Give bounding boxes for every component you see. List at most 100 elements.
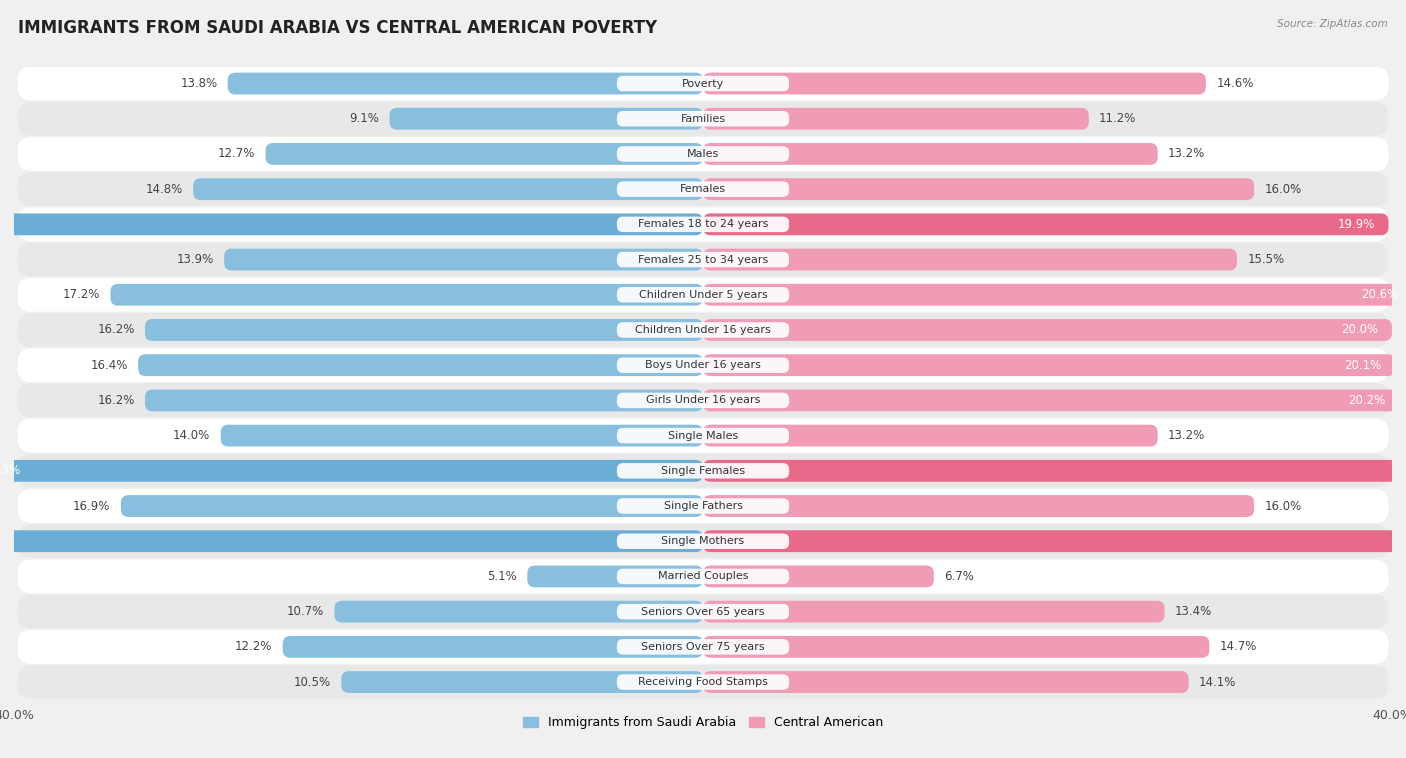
FancyBboxPatch shape (703, 390, 1399, 412)
FancyBboxPatch shape (0, 531, 703, 552)
Text: 20.2%: 20.2% (1348, 394, 1385, 407)
FancyBboxPatch shape (17, 489, 1389, 523)
Text: 11.2%: 11.2% (1099, 112, 1136, 125)
FancyBboxPatch shape (0, 214, 703, 235)
FancyBboxPatch shape (17, 418, 1389, 453)
Text: Families: Families (681, 114, 725, 124)
Text: 16.0%: 16.0% (1264, 183, 1302, 196)
FancyBboxPatch shape (703, 214, 1389, 235)
Text: Poverty: Poverty (682, 79, 724, 89)
FancyBboxPatch shape (617, 463, 789, 478)
Text: 14.1%: 14.1% (1199, 675, 1236, 688)
FancyBboxPatch shape (703, 249, 1237, 271)
FancyBboxPatch shape (17, 525, 1389, 558)
FancyBboxPatch shape (703, 565, 934, 587)
FancyBboxPatch shape (617, 568, 789, 584)
Text: 20.6%: 20.6% (1361, 288, 1399, 301)
Text: 13.2%: 13.2% (1168, 429, 1205, 442)
FancyBboxPatch shape (193, 178, 703, 200)
Text: 13.9%: 13.9% (177, 253, 214, 266)
Text: 13.2%: 13.2% (1168, 148, 1205, 161)
Text: Married Couples: Married Couples (658, 572, 748, 581)
Text: Girls Under 16 years: Girls Under 16 years (645, 396, 761, 406)
FancyBboxPatch shape (617, 76, 789, 91)
FancyBboxPatch shape (703, 601, 1164, 622)
FancyBboxPatch shape (703, 424, 1157, 446)
Text: 15.5%: 15.5% (1247, 253, 1285, 266)
Text: Females 25 to 34 years: Females 25 to 34 years (638, 255, 768, 265)
FancyBboxPatch shape (617, 252, 789, 268)
FancyBboxPatch shape (17, 384, 1389, 418)
Text: 14.0%: 14.0% (173, 429, 211, 442)
FancyBboxPatch shape (617, 146, 789, 161)
FancyBboxPatch shape (703, 531, 1406, 552)
Text: 12.7%: 12.7% (218, 148, 256, 161)
FancyBboxPatch shape (266, 143, 703, 164)
FancyBboxPatch shape (17, 559, 1389, 594)
FancyBboxPatch shape (617, 322, 789, 338)
FancyBboxPatch shape (703, 636, 1209, 658)
FancyBboxPatch shape (224, 249, 703, 271)
Text: 12.2%: 12.2% (235, 641, 273, 653)
Text: IMMIGRANTS FROM SAUDI ARABIA VS CENTRAL AMERICAN POVERTY: IMMIGRANTS FROM SAUDI ARABIA VS CENTRAL … (18, 19, 658, 37)
Text: 9.1%: 9.1% (349, 112, 380, 125)
FancyBboxPatch shape (145, 319, 703, 341)
Text: 14.7%: 14.7% (1219, 641, 1257, 653)
Text: 10.7%: 10.7% (287, 605, 325, 618)
FancyBboxPatch shape (703, 143, 1157, 164)
FancyBboxPatch shape (342, 671, 703, 693)
FancyBboxPatch shape (121, 495, 703, 517)
FancyBboxPatch shape (703, 108, 1088, 130)
FancyBboxPatch shape (17, 278, 1389, 312)
FancyBboxPatch shape (0, 460, 703, 482)
FancyBboxPatch shape (17, 102, 1389, 136)
FancyBboxPatch shape (703, 495, 1254, 517)
FancyBboxPatch shape (17, 67, 1389, 100)
FancyBboxPatch shape (17, 630, 1389, 664)
Text: 13.4%: 13.4% (1175, 605, 1212, 618)
Text: 17.2%: 17.2% (63, 288, 100, 301)
FancyBboxPatch shape (17, 666, 1389, 699)
Text: 21.3%: 21.3% (0, 465, 20, 478)
Text: 19.9%: 19.9% (1337, 218, 1375, 231)
Text: Children Under 16 years: Children Under 16 years (636, 325, 770, 335)
FancyBboxPatch shape (17, 137, 1389, 171)
Text: 16.2%: 16.2% (97, 394, 135, 407)
FancyBboxPatch shape (617, 498, 789, 514)
FancyBboxPatch shape (703, 283, 1406, 305)
FancyBboxPatch shape (527, 565, 703, 587)
Text: Source: ZipAtlas.com: Source: ZipAtlas.com (1277, 19, 1388, 29)
Text: 6.7%: 6.7% (945, 570, 974, 583)
Text: 16.0%: 16.0% (1264, 500, 1302, 512)
FancyBboxPatch shape (703, 354, 1395, 376)
Text: 14.8%: 14.8% (146, 183, 183, 196)
FancyBboxPatch shape (17, 243, 1389, 277)
Text: Males: Males (688, 149, 718, 159)
Legend: Immigrants from Saudi Arabia, Central American: Immigrants from Saudi Arabia, Central Am… (517, 711, 889, 735)
FancyBboxPatch shape (617, 675, 789, 690)
FancyBboxPatch shape (17, 454, 1389, 487)
FancyBboxPatch shape (228, 73, 703, 95)
FancyBboxPatch shape (17, 595, 1389, 628)
Text: 16.9%: 16.9% (73, 500, 111, 512)
FancyBboxPatch shape (221, 424, 703, 446)
Text: Receiving Food Stamps: Receiving Food Stamps (638, 677, 768, 687)
FancyBboxPatch shape (703, 460, 1406, 482)
FancyBboxPatch shape (703, 178, 1254, 200)
FancyBboxPatch shape (703, 73, 1206, 95)
Text: 16.4%: 16.4% (90, 359, 128, 371)
FancyBboxPatch shape (703, 671, 1188, 693)
FancyBboxPatch shape (17, 348, 1389, 382)
Text: 20.1%: 20.1% (1344, 359, 1382, 371)
Text: Seniors Over 65 years: Seniors Over 65 years (641, 606, 765, 617)
Text: 14.6%: 14.6% (1216, 77, 1254, 90)
Text: 13.8%: 13.8% (180, 77, 218, 90)
Text: Females: Females (681, 184, 725, 194)
FancyBboxPatch shape (617, 287, 789, 302)
FancyBboxPatch shape (17, 313, 1389, 347)
FancyBboxPatch shape (617, 111, 789, 127)
FancyBboxPatch shape (138, 354, 703, 376)
Text: Single Mothers: Single Mothers (661, 536, 745, 547)
FancyBboxPatch shape (17, 172, 1389, 206)
Text: 5.1%: 5.1% (488, 570, 517, 583)
